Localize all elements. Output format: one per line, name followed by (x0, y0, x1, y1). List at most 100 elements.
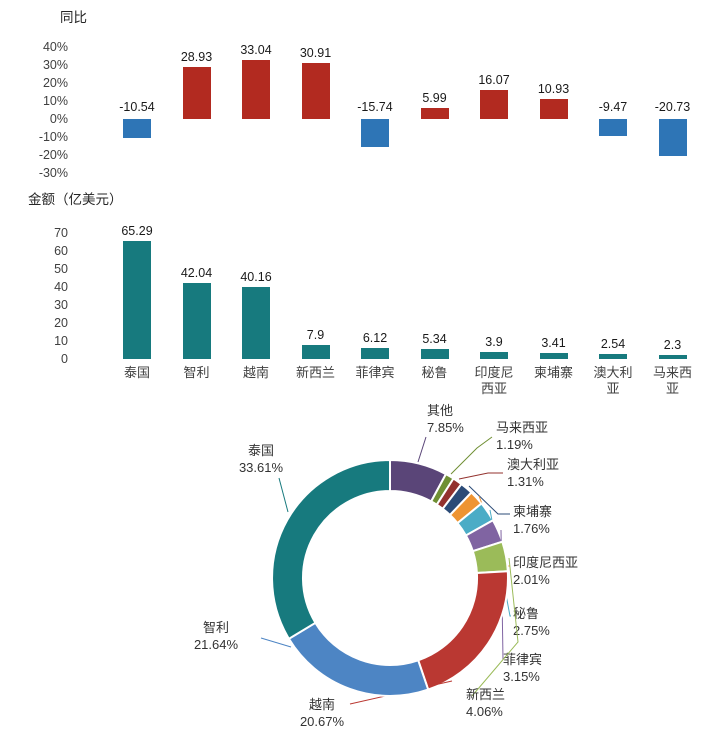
value-label: 7.9 (306, 327, 325, 342)
donut-label-name: 新西兰 (466, 687, 505, 702)
donut-label-percent: 2.75% (513, 623, 550, 638)
y-axis-tick: 70 (54, 226, 68, 240)
leader-line (468, 485, 510, 515)
donut-label-name: 柬埔寨 (513, 504, 552, 519)
value-label: 16.07 (478, 73, 510, 88)
bar-澳大利亚 (599, 354, 627, 359)
donut-label-percent: 20.67% (300, 714, 345, 729)
value-label: 10.93 (537, 82, 570, 97)
leader-line (471, 557, 519, 697)
value-label: 65.29 (121, 224, 153, 239)
donut-label-percent: 1.76% (513, 521, 550, 536)
value-label: 28.93 (180, 49, 213, 64)
bar-柬埔寨 (539, 352, 568, 359)
y-axis-tick: 0 (61, 352, 68, 366)
bar-泰国 (123, 119, 151, 138)
y-axis-tick: 50 (54, 262, 68, 276)
value-label: 2.54 (600, 337, 626, 352)
leader-line (450, 436, 493, 475)
value-label: 33.04 (240, 42, 272, 57)
donut-label-name: 其他 (427, 403, 453, 418)
donut-label-percent: 4.06% (466, 704, 503, 719)
donut-slice-越南 (416, 570, 509, 691)
y-axis-tick: -10% (38, 130, 68, 144)
donut-label-name: 菲律宾 (503, 652, 542, 667)
category-label: 柬埔寨 (533, 365, 573, 380)
leader-line (260, 637, 292, 648)
bar-泰国 (123, 241, 151, 359)
category-label: 印度尼西亚 (474, 365, 514, 396)
bar-柬埔寨 (539, 99, 568, 119)
bar-菲律宾 (361, 119, 389, 148)
category-label: 智利 (183, 365, 210, 380)
value-label: 42.04 (180, 266, 213, 281)
donut-label-name: 泰国 (248, 443, 274, 458)
value-label: -20.73 (654, 100, 691, 114)
donut-label-percent: 1.31% (507, 474, 544, 489)
bar-智利 (182, 283, 211, 359)
category-label: 泰国 (123, 365, 150, 380)
y-axis-tick: 30% (42, 58, 68, 72)
donut-label-percent: 7.85% (427, 420, 464, 435)
bar-印度尼西亚 (480, 90, 508, 119)
y-axis-tick: 40 (54, 280, 68, 294)
value-label: 30.91 (299, 46, 332, 61)
value-label: 2.3 (663, 337, 682, 352)
bar-澳大利亚 (599, 119, 627, 137)
category-label: 秘鲁 (421, 365, 448, 380)
bar-秘鲁 (420, 108, 449, 119)
value-label: 6.12 (362, 330, 388, 345)
yoy-chart-title: 同比 (60, 10, 87, 25)
value-label: 5.99 (422, 91, 447, 106)
category-label: 菲律宾 (355, 365, 395, 380)
bar-智利 (182, 66, 211, 119)
y-axis-tick: 20 (54, 316, 68, 330)
category-label: 马来西亚 (652, 365, 692, 396)
bar-秘鲁 (420, 349, 449, 359)
donut-label-name: 澳大利亚 (507, 457, 559, 472)
donut-label-name: 秘鲁 (513, 606, 539, 621)
bar-越南 (242, 286, 270, 359)
value-label: -9.47 (598, 100, 628, 114)
donut-label-name: 印度尼西亚 (513, 555, 578, 570)
bar-印度尼西亚 (480, 351, 508, 359)
value-label: 5.34 (422, 332, 447, 347)
leader-line (278, 477, 289, 513)
category-label: 澳大利亚 (593, 365, 633, 396)
y-axis-tick: 60 (54, 244, 68, 258)
donut-label-percent: 21.64% (194, 637, 239, 652)
donut-slice-泰国 (271, 458, 391, 641)
amount-chart-title: 金额（亿美元） (28, 192, 123, 207)
value-label: -10.54 (119, 100, 155, 114)
y-axis-tick: -20% (38, 148, 68, 162)
donut-label-name: 马来西亚 (496, 420, 548, 435)
bar-新西兰 (301, 63, 330, 119)
value-label: 3.41 (541, 335, 566, 350)
y-axis-tick: 30 (54, 298, 68, 312)
bar-新西兰 (301, 344, 330, 359)
bar-越南 (242, 59, 270, 119)
y-axis-tick: 0% (49, 112, 68, 126)
y-axis-tick: -30% (38, 166, 68, 180)
donut-label-name: 智利 (203, 620, 229, 635)
donut-slice-智利 (287, 621, 430, 697)
category-label: 越南 (242, 365, 269, 380)
leader-line (417, 436, 427, 463)
value-label: -15.74 (357, 100, 393, 114)
bar-马来西亚 (658, 119, 687, 157)
y-axis-tick: 10% (42, 94, 68, 108)
donut-label-percent: 3.15% (503, 669, 540, 684)
value-label: 3.9 (485, 334, 503, 349)
donut-label-name: 越南 (309, 697, 335, 712)
share-donut-chart: 其他 7.85% 马来西亚 1.19% 澳大利亚 1.31% 柬埔寨 1.76% 印度尼西亚 2.… (194, 403, 578, 729)
bar-菲律宾 (361, 347, 389, 359)
category-label: 新西兰 (295, 365, 335, 380)
y-axis-tick: 10 (54, 334, 68, 348)
donut-label-percent: 33.61% (239, 460, 284, 475)
bar-马来西亚 (658, 354, 687, 359)
leader-line (458, 472, 503, 480)
y-axis-tick: 20% (42, 76, 68, 90)
